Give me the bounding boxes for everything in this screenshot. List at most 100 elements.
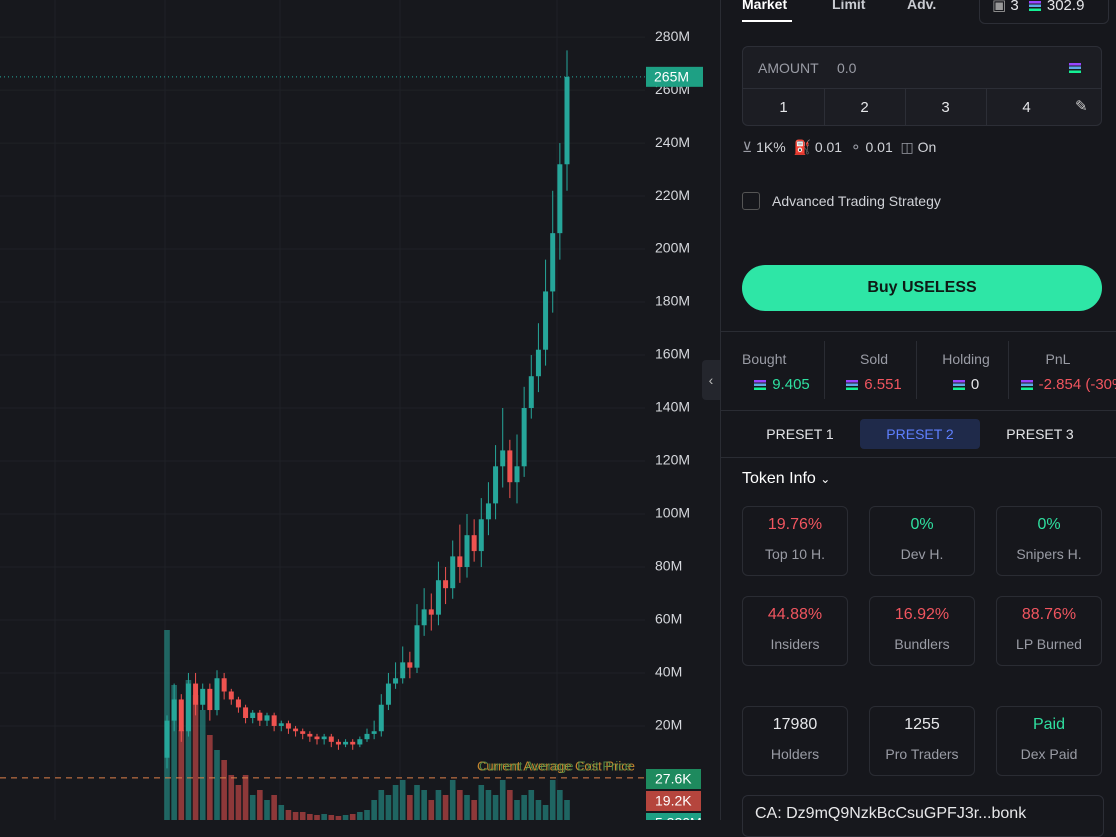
volume-bar [442, 795, 449, 820]
y-tick-label: 220M [655, 187, 690, 203]
buy-button[interactable]: Buy USELESS [742, 265, 1102, 311]
checkbox[interactable] [742, 192, 760, 210]
tab-underline [742, 20, 792, 22]
y-tick-label: 240M [655, 134, 690, 150]
slippage: 1K% [756, 139, 786, 155]
candle-body [321, 736, 327, 740]
preset-button[interactable]: 3 [941, 99, 950, 116]
volume-bar [307, 814, 313, 820]
volume-bar [228, 775, 235, 820]
candle-body [371, 731, 377, 734]
candle-body [328, 736, 334, 742]
volume-bar [278, 805, 285, 820]
card-label: Dev H. [900, 546, 944, 562]
price-marker-label: 265M [654, 69, 689, 85]
preset-button[interactable]: 4 [1022, 99, 1031, 116]
candle-body [478, 519, 484, 552]
volume-bar [471, 800, 477, 820]
volume-bar [499, 780, 506, 820]
wallet-box[interactable]: ▣ 3 302.9 [979, 0, 1109, 24]
volume-bar [392, 785, 399, 820]
info-card: 16.92% Bundlers [869, 596, 975, 666]
volume-bar [449, 780, 456, 820]
divider [986, 89, 987, 125]
candle-body [278, 723, 284, 726]
volume-bar [314, 815, 320, 820]
y-tick-label: 40M [655, 664, 682, 680]
candle-body [221, 678, 227, 692]
tab[interactable]: Market [742, 0, 788, 12]
info-card: Paid Dex Paid [996, 706, 1102, 776]
candle-body [400, 662, 406, 679]
collapse-button[interactable]: ‹ [702, 360, 720, 400]
contract-address: CA: Dz9mQ9NzkBcCsuGPFJ3r...bonk [755, 805, 1027, 822]
candle-body [271, 715, 277, 726]
candle-body [207, 688, 213, 711]
volume-bar [485, 790, 492, 820]
volume-bar [235, 785, 242, 820]
card-value: 19.76% [767, 516, 823, 533]
info-card: 17980 Holders [742, 706, 848, 776]
volume-bar [414, 785, 420, 820]
preset-tab[interactable]: PRESET 3 [1006, 426, 1074, 442]
preset-button[interactable]: 1 [779, 99, 788, 116]
candle-body [493, 466, 499, 504]
token-info-title[interactable]: Token Info ⌄ [742, 470, 831, 487]
preset-tab[interactable]: PRESET 2 [860, 419, 980, 449]
ca-box[interactable]: CA: Dz9mQ9NzkBcCsuGPFJ3r...bonk [742, 795, 1104, 837]
volume-bar [178, 730, 185, 820]
card-value: 0% [910, 516, 934, 533]
stat-label: Bought [742, 351, 787, 367]
candle-body [421, 609, 427, 626]
candle-body [507, 450, 513, 483]
volume-bar [264, 800, 270, 820]
divider [1008, 341, 1009, 399]
volume-bar [385, 795, 392, 820]
edit-icon[interactable]: ✎ [1075, 98, 1088, 115]
preset-tab[interactable]: PRESET 1 [766, 426, 834, 442]
y-tick-label: 160M [655, 346, 690, 362]
volume-bar [299, 812, 306, 820]
candle-body [285, 723, 291, 729]
tab[interactable]: Limit [832, 0, 866, 12]
volume-bar [514, 800, 520, 820]
volume-label: 27.6K [655, 771, 692, 787]
bribe: 0.01 [865, 139, 893, 155]
stat-number: 6.551 [864, 376, 902, 393]
candle-body [464, 535, 470, 567]
card-value: 0% [1037, 516, 1061, 533]
strategy-label[interactable]: Advanced Trading Strategy [772, 193, 941, 209]
stat-label: PnL [1045, 351, 1071, 367]
stat-number: -2.854 (-30% [1038, 376, 1116, 393]
volume-bar [535, 800, 542, 820]
candle-body [543, 291, 549, 350]
candle-body [557, 164, 563, 234]
info-card: 1255 Pro Traders [869, 706, 975, 776]
candle-body [514, 466, 520, 483]
candle-body [457, 556, 463, 567]
stat-label: Sold [859, 351, 889, 367]
volume-bar [199, 710, 206, 820]
volume-bar [192, 695, 199, 820]
card-value: 1255 [904, 716, 940, 733]
card-value: 17980 [772, 716, 818, 733]
volume-bar [271, 795, 277, 820]
volume-bar [321, 814, 327, 820]
axis-bg [645, 0, 720, 820]
volume-bar [521, 795, 527, 820]
tab[interactable]: Adv. [907, 0, 937, 12]
cost-label: Current Average Cost Price [477, 758, 635, 773]
amount-input[interactable]: 0.0 [837, 60, 857, 76]
y-tick-label: 280M [655, 28, 690, 44]
card-label: Top 10 H. [765, 546, 825, 562]
divider [916, 341, 917, 399]
volume-bar [507, 790, 513, 820]
candle-body [185, 683, 191, 732]
trade-panel: Market Limit Adv. ▣ 3 302.9 AMOUNT 0.0 ✎… [720, 0, 1116, 837]
candle-body [428, 609, 434, 615]
candle-body [385, 683, 391, 705]
candle-body [378, 704, 384, 732]
preset-button[interactable]: 2 [860, 99, 869, 116]
amount-box: AMOUNT 0.0 ✎ 1 2 3 4 [742, 46, 1102, 126]
divider [905, 89, 906, 125]
